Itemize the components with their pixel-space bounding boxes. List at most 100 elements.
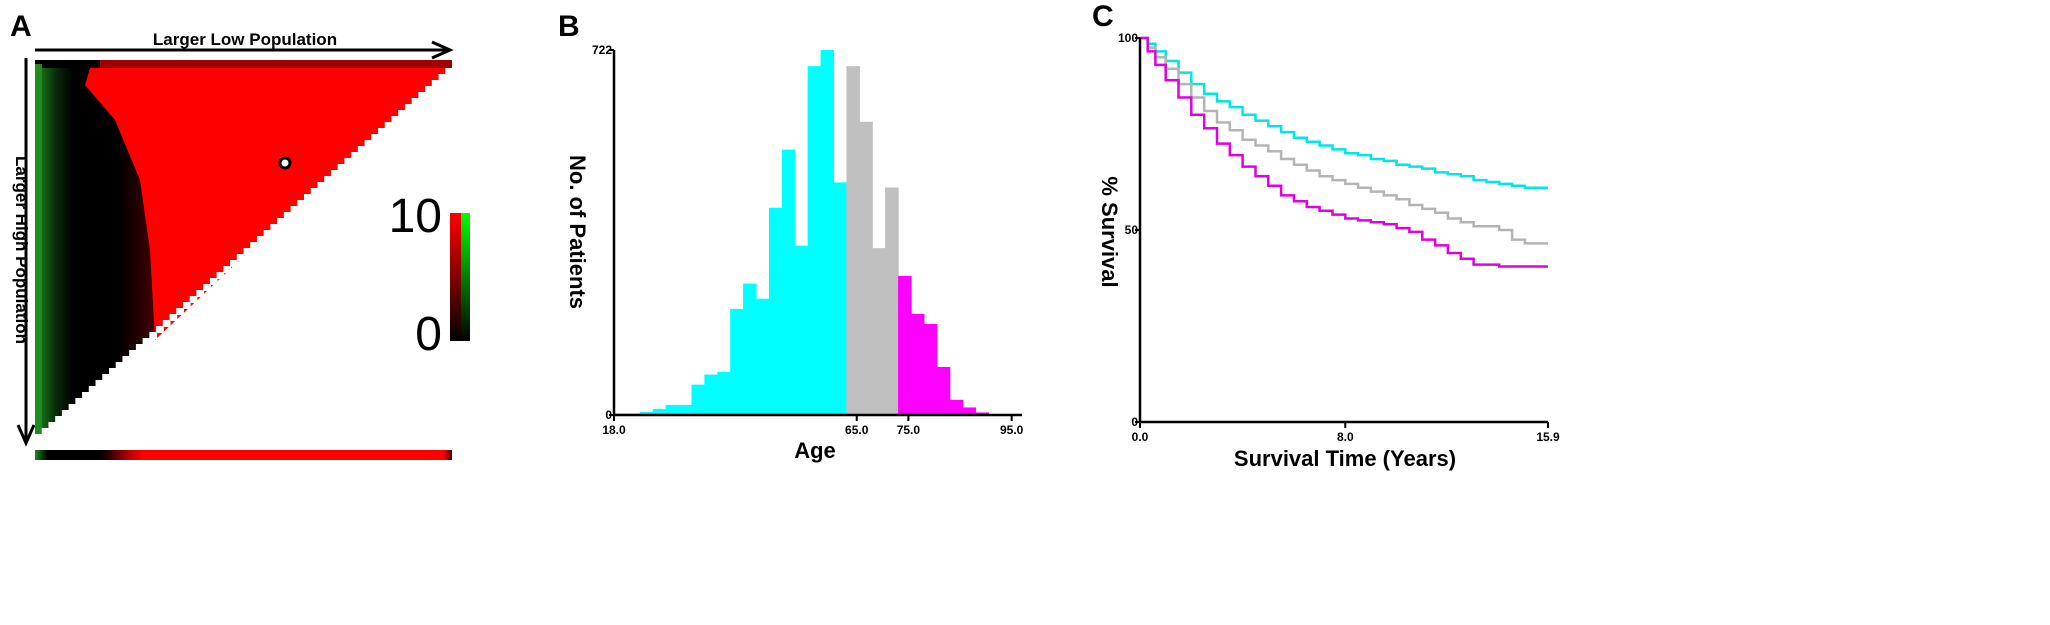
histogram-bar xyxy=(743,283,757,415)
histogram-bar xyxy=(833,182,848,415)
histogram-bar xyxy=(962,407,977,415)
stair-step xyxy=(391,116,400,123)
stair-step xyxy=(263,230,272,237)
histogram-bar xyxy=(730,308,744,415)
histogram-bar xyxy=(807,66,822,416)
stair-step xyxy=(404,104,413,111)
colorbar-red xyxy=(450,213,461,341)
histogram-bar xyxy=(756,298,770,415)
stair-step xyxy=(142,338,151,345)
stair-step xyxy=(35,434,43,441)
panel-b-axes: 18.0 65.0 75.0 95.0 0 722 xyxy=(592,43,1024,437)
panel-c-y-tick-label: 100 xyxy=(1118,31,1138,45)
stair-step xyxy=(41,428,50,435)
stair-step xyxy=(55,416,63,423)
stair-step xyxy=(223,266,232,273)
stair-step xyxy=(445,68,453,75)
top-axis-label: Larger Low Population xyxy=(153,30,337,49)
colorbar-min-label: 0 xyxy=(415,308,442,361)
stair-step xyxy=(135,344,144,351)
stair-step xyxy=(216,272,225,279)
heatmap-bottom-strip xyxy=(35,450,452,460)
panel-b-x-tick-label: 65.0 xyxy=(845,423,869,437)
stair-step xyxy=(102,374,110,381)
stair-step xyxy=(337,164,346,171)
panel-b-bars xyxy=(614,50,990,416)
panel-c-label: C xyxy=(1092,0,1114,33)
stair-step xyxy=(431,80,440,87)
stair-step xyxy=(129,350,137,357)
heatmap-red-region xyxy=(85,68,444,340)
panel-c-ylabel: % Survival xyxy=(1097,176,1122,287)
stair-step xyxy=(324,176,332,183)
top-arrow-head xyxy=(431,40,454,60)
stair-step xyxy=(82,392,90,399)
histogram-bar xyxy=(781,149,796,415)
histogram-bar xyxy=(923,324,938,415)
panel-b-xlabel: Age xyxy=(794,438,836,463)
histogram-bar xyxy=(717,372,731,415)
panel-c-y-tick-label: 50 xyxy=(1125,223,1139,237)
stair-step xyxy=(317,182,326,189)
stair-step xyxy=(182,302,191,309)
stair-step xyxy=(290,206,299,213)
histogram-bar xyxy=(768,207,783,415)
stair-step xyxy=(203,284,211,291)
histogram-bar xyxy=(704,374,718,415)
stair-step xyxy=(196,290,205,297)
stair-step xyxy=(169,314,178,321)
histogram-bar xyxy=(820,50,835,415)
stair-step xyxy=(304,194,312,201)
panel-b-histogram: B No. of Patients Age 18.0 65.0 75.0 95.0 0 7… xyxy=(558,10,1024,463)
heatmap-staircase xyxy=(35,68,453,441)
panel-c-x-tick-label: 8.0 xyxy=(1337,430,1354,444)
panel-b-y-tick-label: 722 xyxy=(592,43,612,57)
stair-step xyxy=(68,404,77,411)
stair-step xyxy=(344,158,353,165)
stair-step xyxy=(270,224,279,231)
stair-step xyxy=(95,380,104,387)
histogram-bar xyxy=(691,384,705,415)
stair-step xyxy=(256,236,265,243)
stair-step xyxy=(236,254,245,261)
panel-c-lines xyxy=(1140,36,1548,268)
histogram-bar xyxy=(885,187,899,415)
stair-step xyxy=(418,92,427,99)
stair-step xyxy=(88,386,97,393)
panel-c-axes: 0.0 8.0 15.9 0 50 100 xyxy=(1118,31,1560,444)
panel-b-x-tick-label: 18.0 xyxy=(602,423,626,437)
panel-b-ylabel: No. of Patients xyxy=(565,155,590,309)
stair-step xyxy=(351,152,359,159)
histogram-bar xyxy=(639,411,654,415)
stair-step xyxy=(176,308,184,315)
panel-b-x-tick-label: 75.0 xyxy=(897,423,921,437)
stair-step xyxy=(243,248,252,255)
histogram-bar xyxy=(652,408,667,415)
histogram-bar xyxy=(936,366,951,415)
stair-step xyxy=(357,146,366,153)
stair-step xyxy=(189,296,198,303)
stair-step xyxy=(162,320,171,327)
histogram-bar xyxy=(975,412,990,415)
stair-step xyxy=(398,110,406,117)
heatmap-top-band-red xyxy=(100,60,452,68)
heatmap-marker xyxy=(278,156,292,170)
stair-step xyxy=(384,122,393,129)
histogram-bar xyxy=(898,275,912,415)
panel-a-heatmap: A Larger Low Population Larger High Popu… xyxy=(10,10,470,460)
panel-b-x-tick-label: 95.0 xyxy=(1000,423,1024,437)
stair-step xyxy=(75,398,84,405)
stair-step xyxy=(122,356,131,363)
survival-curve xyxy=(1140,36,1548,245)
histogram-bar xyxy=(665,404,680,415)
panel-c-x-tick-label: 0.0 xyxy=(1132,430,1149,444)
histogram-bar xyxy=(846,66,860,416)
histogram-bar xyxy=(678,404,693,415)
stair-step xyxy=(310,188,319,195)
stair-step xyxy=(277,218,285,225)
histogram-bar xyxy=(949,399,964,415)
survival-curve xyxy=(1140,36,1548,268)
histogram-bar xyxy=(859,121,873,415)
panel-a-label: A xyxy=(10,10,32,43)
